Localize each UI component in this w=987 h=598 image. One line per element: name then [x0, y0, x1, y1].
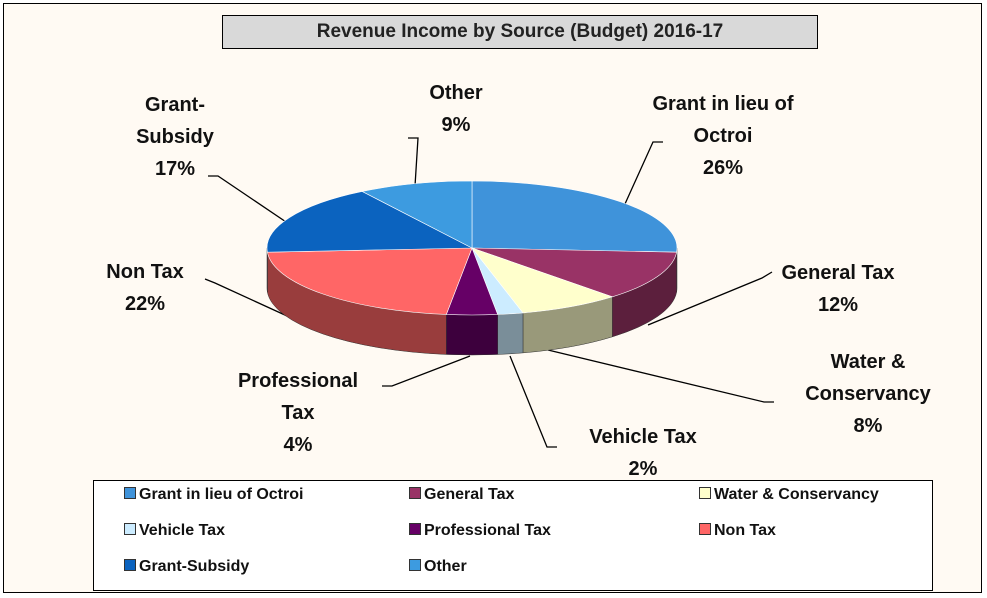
legend-label: Professional Tax: [424, 522, 551, 539]
legend-swatch: [124, 487, 136, 499]
data-label-name: Water & Conservancy: [805, 351, 931, 405]
pie-slice: [267, 247, 473, 315]
leader-line: [547, 349, 774, 403]
data-label-name: Grant in lieu of Octroi: [652, 93, 794, 147]
legend-item: Vehicle Tax: [124, 522, 225, 540]
pie-slice: [471, 247, 677, 298]
data-label-name: Vehicle Tax: [589, 426, 697, 448]
pie-slice: [471, 247, 614, 314]
legend-item: Grant in lieu of Octroi: [124, 486, 303, 504]
legend-label: Grant-Subsidy: [139, 558, 250, 575]
leader-line: [382, 355, 471, 387]
legend-item: Non Tax: [699, 522, 776, 540]
legend-item: General Tax: [409, 486, 514, 504]
leader-line: [619, 141, 663, 216]
data-label-value: 9%: [441, 114, 471, 136]
data-label-name: Grant-Subsidy: [136, 94, 214, 148]
legend-item: Other: [409, 558, 467, 576]
legend-swatch: [409, 487, 421, 499]
legend-swatch: [409, 559, 421, 571]
leader-line: [208, 175, 293, 227]
legend-item: Water & Conservancy: [699, 486, 879, 504]
chart-title: Revenue Income by Source (Budget) 2016-1…: [222, 15, 818, 49]
legend-label: Grant in lieu of Octroi: [139, 486, 304, 503]
data-label-name: General Tax: [781, 262, 895, 284]
data-label-value: 8%: [853, 415, 883, 437]
legend-label: Water & Conservancy: [714, 486, 879, 503]
data-label-value: 2%: [628, 458, 658, 480]
pie-slice: [266, 191, 473, 253]
data-label: Grant in lieu of Octroi 26%: [648, 88, 798, 184]
leader-line: [647, 271, 773, 326]
legend-label: General Tax: [424, 486, 515, 503]
data-label: Non Tax 22%: [85, 256, 205, 320]
legend-swatch: [699, 523, 711, 535]
pie-slice-side: [497, 312, 524, 355]
data-label-value: 17%: [154, 158, 196, 180]
data-label: Grant-Subsidy 17%: [130, 89, 220, 185]
pie-slice-side: [446, 314, 498, 356]
data-label: General Tax 12%: [758, 257, 918, 321]
leader-line: [408, 137, 419, 203]
data-label-name: Non Tax: [106, 261, 184, 283]
legend-swatch: [699, 487, 711, 499]
data-label-name: Other: [429, 82, 483, 104]
data-label: Other 9%: [406, 77, 506, 141]
legend-item: Professional Tax: [409, 522, 551, 540]
legend-label: Vehicle Tax: [139, 522, 225, 539]
pie-slice: [361, 180, 473, 249]
data-label: Professional Tax 4%: [228, 365, 368, 461]
legend-item: Grant-Subsidy: [124, 558, 249, 576]
data-label-name: Professional Tax: [237, 370, 359, 424]
pie-slice: [471, 180, 678, 253]
legend-label: Other: [424, 558, 467, 575]
legend-swatch: [124, 559, 136, 571]
legend-swatch: [409, 523, 421, 535]
data-label-value: 4%: [283, 434, 313, 456]
data-label: Water & Conservancy 8%: [793, 346, 943, 442]
legend: Grant in lieu of Octroi General Tax Water …: [93, 480, 933, 591]
data-label-value: 26%: [702, 157, 744, 179]
data-label: Vehicle Tax 2%: [563, 421, 723, 485]
legend-swatch: [124, 523, 136, 535]
legend-label: Non Tax: [714, 522, 776, 539]
leader-line: [509, 355, 557, 448]
data-label-value: 12%: [817, 294, 859, 316]
data-label-value: 22%: [124, 293, 166, 315]
